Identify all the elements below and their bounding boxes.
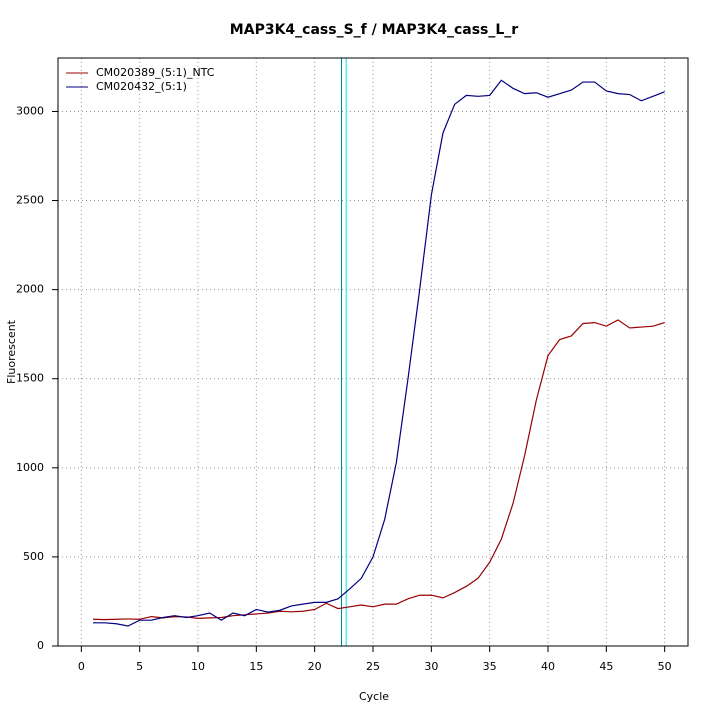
legend-label: CM020389_(5:1)_NTC [96,66,215,79]
x-tick-label: 10 [191,660,205,673]
x-tick-label: 25 [366,660,380,673]
x-tick-label: 50 [658,660,672,673]
x-tick-label: 15 [249,660,263,673]
y-tick-label: 2500 [16,194,44,207]
x-tick-label: 40 [541,660,555,673]
x-tick-label: 20 [308,660,322,673]
legend-label: CM020432_(5:1) [96,80,187,93]
x-tick-label: 0 [78,660,85,673]
y-tick-label: 0 [37,639,44,652]
data-line [93,79,665,627]
plot-frame [57,57,689,647]
y-axis-label: Fluorescent [5,319,18,384]
y-tick-label: 1500 [16,372,44,385]
x-tick-label: 5 [136,660,143,673]
x-axis-label: Cycle [359,690,389,703]
x-tick-label: 35 [483,660,497,673]
x-tick-label: 45 [599,660,613,673]
y-tick-label: 2000 [16,283,44,296]
chart-title: MAP3K4_cass_S_f / MAP3K4_cass_L_r [230,22,518,38]
y-tick-label: 500 [23,550,44,563]
data-line [92,319,665,621]
y-tick-label: 1000 [16,461,44,474]
x-tick-label: 30 [424,660,438,673]
y-tick-label: 3000 [16,104,44,117]
